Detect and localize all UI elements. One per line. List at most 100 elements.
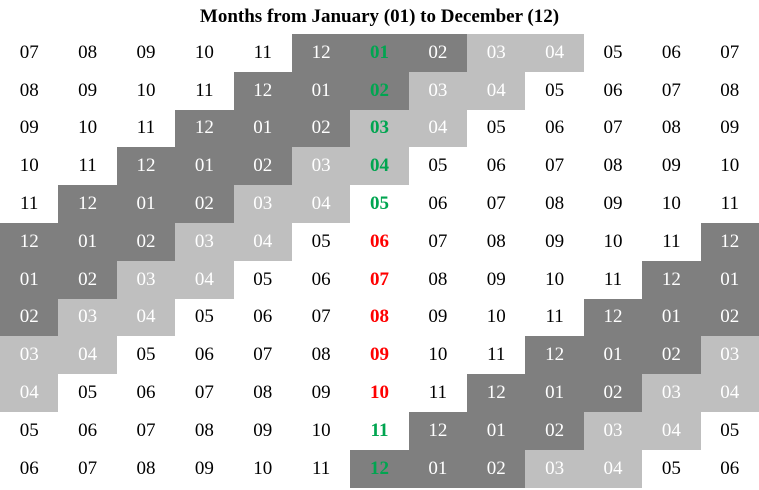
- month-cell: 12: [642, 260, 701, 299]
- month-cell: 02: [642, 336, 701, 375]
- month-cell: 10: [700, 147, 759, 186]
- month-cell: 06: [467, 147, 526, 186]
- month-cell: 01: [58, 222, 117, 261]
- month-cell: 11: [642, 222, 701, 261]
- month-cell: 05: [291, 222, 351, 261]
- month-cell: 09: [700, 109, 759, 148]
- month-cell: 06: [175, 336, 234, 375]
- month-cell: 03: [700, 336, 759, 375]
- month-cell: 09: [525, 222, 584, 261]
- month-cell: 09: [116, 34, 176, 72]
- month-cell: 09: [350, 336, 409, 375]
- month-cell: 05: [583, 34, 643, 72]
- month-cell: 12: [0, 222, 59, 261]
- month-cell: 05: [700, 411, 759, 450]
- month-cell: 12: [408, 411, 468, 450]
- month-cell: 07: [58, 449, 117, 488]
- month-cell: 09: [233, 411, 292, 450]
- month-cell: 09: [175, 449, 234, 488]
- month-cell: 06: [0, 449, 59, 488]
- month-cell: 04: [583, 449, 643, 488]
- month-cell: 12: [525, 336, 584, 375]
- month-cell: 04: [58, 336, 117, 375]
- month-cell: 08: [116, 449, 176, 488]
- month-cell: 04: [467, 71, 526, 110]
- month-cell: 04: [408, 109, 468, 148]
- month-cell: 06: [642, 34, 701, 72]
- month-cell: 02: [291, 109, 351, 148]
- month-cell: 03: [291, 147, 351, 186]
- month-cell: 11: [0, 185, 59, 223]
- month-cell: 02: [408, 34, 468, 72]
- month-cell: 03: [0, 336, 59, 375]
- month-cell: 04: [350, 147, 409, 186]
- month-cell: 05: [0, 411, 59, 450]
- month-cell: 02: [350, 71, 409, 110]
- month-cell: 10: [583, 222, 643, 261]
- month-cell: 11: [233, 34, 292, 72]
- month-cell: 08: [642, 109, 701, 148]
- month-cell: 11: [116, 109, 176, 148]
- month-cell: 12: [350, 449, 409, 488]
- month-cell: 02: [233, 147, 292, 186]
- month-cell: 06: [291, 260, 351, 299]
- month-cell: 05: [467, 109, 526, 148]
- month-cell: 10: [525, 260, 584, 299]
- month-cell: 06: [58, 411, 117, 450]
- month-cell: 04: [700, 374, 759, 412]
- month-cell: 08: [175, 411, 234, 450]
- month-cell: 02: [583, 374, 643, 412]
- month-cell: 12: [583, 298, 643, 337]
- month-cell: 07: [175, 374, 234, 412]
- month-cell: 10: [408, 336, 468, 375]
- month-cell: 04: [642, 411, 701, 450]
- month-cell: 04: [116, 298, 176, 337]
- month-cell: 06: [700, 449, 759, 488]
- month-cell: 08: [408, 260, 468, 299]
- month-cell: 09: [291, 374, 351, 412]
- table-title: Months from January (01) to December (12…: [199, 6, 560, 27]
- month-cell: 06: [233, 298, 292, 337]
- month-cell: 10: [116, 71, 176, 110]
- month-cell: 03: [233, 185, 292, 223]
- month-cell: 06: [350, 222, 409, 261]
- month-cell: 02: [175, 185, 234, 223]
- month-cell: 01: [700, 260, 759, 299]
- month-cell: 12: [58, 185, 117, 223]
- month-cell: 09: [642, 147, 701, 186]
- month-cell: 11: [408, 374, 468, 412]
- month-cell: 09: [58, 71, 117, 110]
- month-cell: 06: [525, 109, 584, 148]
- month-cell: 05: [408, 147, 468, 186]
- month-cell: 01: [583, 336, 643, 375]
- month-cell: 04: [525, 34, 584, 72]
- month-cell: 11: [58, 147, 117, 186]
- month-cell: 10: [467, 298, 526, 337]
- month-cell: 07: [0, 34, 59, 72]
- month-cell: 10: [58, 109, 117, 148]
- month-cell: 10: [291, 411, 351, 450]
- month-cell: 02: [58, 260, 117, 299]
- month-cell: 07: [642, 71, 701, 110]
- month-cell: 08: [467, 222, 526, 261]
- month-cell: 01: [233, 109, 292, 148]
- month-cell: 10: [175, 34, 234, 72]
- month-cell: 01: [467, 411, 526, 450]
- month-cell: 12: [233, 71, 292, 110]
- month-cell: 03: [467, 34, 526, 72]
- month-cell: 05: [233, 260, 292, 299]
- month-cell: 05: [175, 298, 234, 337]
- month-cell: 09: [0, 109, 59, 148]
- month-cell: 06: [408, 185, 468, 223]
- month-cell: 01: [408, 449, 468, 488]
- month-cell: 07: [233, 336, 292, 375]
- month-cell: 09: [467, 260, 526, 299]
- month-cell: 03: [642, 374, 701, 412]
- month-cell: 01: [350, 34, 409, 72]
- month-cell: 11: [291, 449, 351, 488]
- month-cell: 07: [350, 260, 409, 299]
- month-cell: 02: [116, 222, 176, 261]
- month-cell: 11: [175, 71, 234, 110]
- month-cell: 11: [583, 260, 643, 299]
